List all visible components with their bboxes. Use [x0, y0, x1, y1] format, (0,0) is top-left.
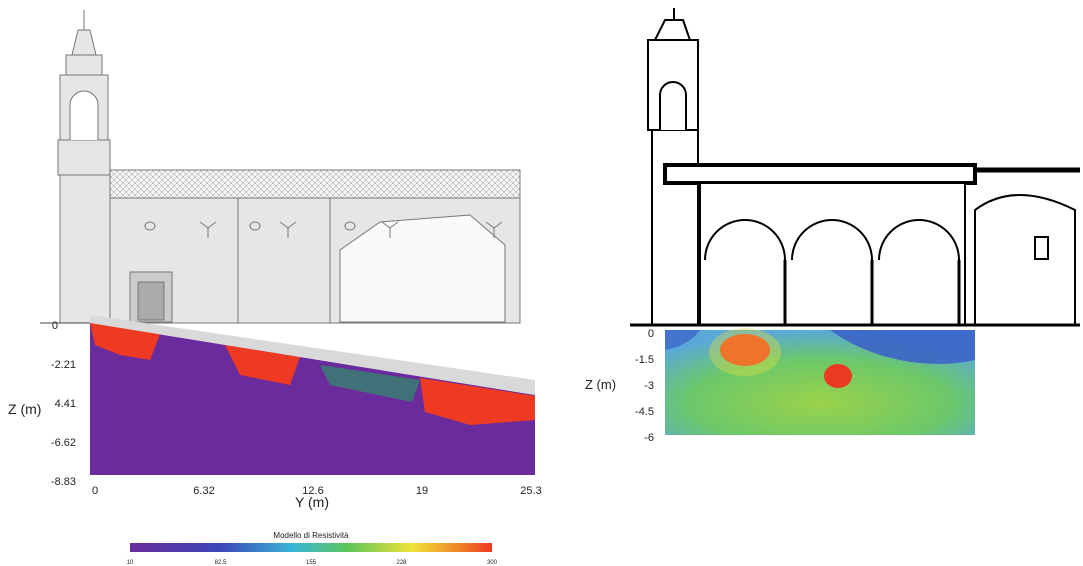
- tick-label: 155: [306, 560, 317, 566]
- tick-label: 25.3: [520, 485, 541, 497]
- tick-label: -6: [644, 432, 654, 444]
- tick-label: -3: [644, 380, 654, 392]
- tick-label: 4.41: [55, 398, 76, 410]
- y-ticks: 0 -2.21 4.41 -6.62 -8.83: [51, 320, 76, 488]
- tick-label: 19: [416, 485, 428, 497]
- tick-label: 82.5: [215, 560, 227, 566]
- tick-label: -8.83: [51, 476, 76, 488]
- right-building: [630, 8, 1080, 325]
- right-tomography: [665, 328, 975, 435]
- tick-label: 10: [127, 560, 134, 566]
- x-axis-label: Y (m): [295, 494, 329, 510]
- y-ticks: 0 -1.5 -3 -4.5 -6: [635, 328, 654, 444]
- left-tomography: [90, 315, 535, 475]
- colorbar-ticks: 10 82.5 155 228 300: [127, 560, 498, 566]
- y-axis-label: Z (m): [8, 401, 41, 417]
- tick-label: 228: [396, 560, 407, 566]
- left-building: [58, 10, 520, 323]
- colorbar-title: Modello di Resistività: [273, 531, 349, 540]
- tick-label: 0: [648, 328, 654, 340]
- tick-label: 300: [487, 560, 498, 566]
- tick-label: -1.5: [635, 354, 654, 366]
- colorbar: [130, 543, 492, 552]
- tick-label: -2.21: [51, 359, 76, 371]
- tick-label: 0: [52, 320, 58, 332]
- tick-label: -4.5: [635, 406, 654, 418]
- y-axis-label: Z (m): [585, 377, 616, 392]
- figure: Z (m) 0-2.214.41-6.62-8.83 06.3212.61925…: [0, 0, 1083, 566]
- tick-label: -6.62: [51, 437, 76, 449]
- tick-label: 0: [92, 485, 98, 497]
- tick-label: 6.32: [193, 485, 214, 497]
